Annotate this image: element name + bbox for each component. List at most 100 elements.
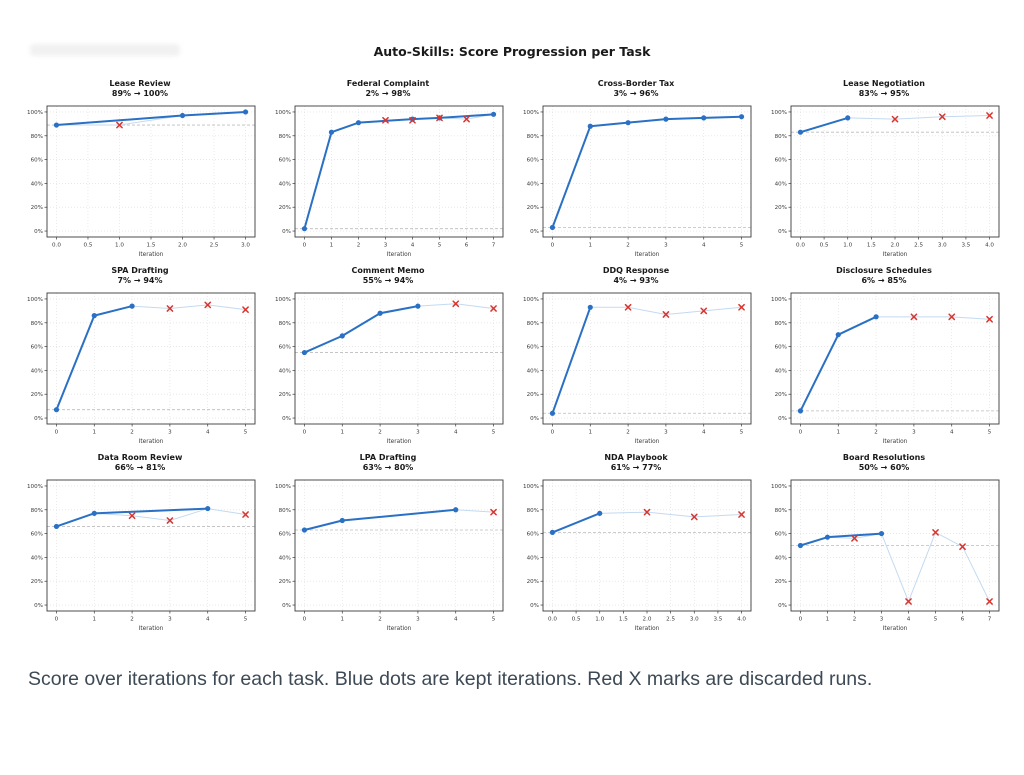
y-tick-label: 80%: [279, 134, 291, 140]
axes-frame: [790, 479, 1000, 612]
x-tick-label: 0: [303, 617, 307, 623]
discarded-x-mark: [851, 535, 858, 542]
subplot-title: NDA Playbook: [604, 453, 668, 462]
subplot-score-range: 50% → 60%: [858, 463, 910, 472]
kept-point: [301, 527, 308, 533]
subplot-title: Lease Review: [109, 79, 171, 88]
subplot-title: SPA Drafting: [111, 266, 169, 275]
subplot-score-range: 7% → 94%: [117, 276, 163, 285]
x-axis-label: Iteration: [883, 626, 908, 632]
discarded-x-mark: [382, 116, 389, 124]
y-tick-label: 60%: [279, 158, 291, 164]
axes-frame: [542, 292, 752, 425]
y-tick-label: 60%: [775, 532, 787, 538]
discarded-x-mark: [738, 303, 745, 311]
y-tick-label: 20%: [279, 579, 291, 585]
x-tick-label: 0: [799, 430, 803, 436]
kept-point: [453, 507, 459, 513]
x-tick-label: 3: [880, 617, 884, 623]
x-tick-label: 2: [378, 617, 382, 623]
discarded-x-mark: [986, 598, 993, 605]
y-tick-label: 40%: [31, 555, 43, 561]
x-axis-label: Iteration: [387, 439, 412, 445]
x-axis-label: Iteration: [139, 252, 164, 258]
kept-point: [339, 333, 345, 339]
discarded-x-mark: [986, 315, 993, 323]
x-tick-label: 2.0: [178, 243, 187, 249]
y-tick-label: 60%: [31, 345, 43, 351]
y-tick-label: 0%: [282, 416, 291, 422]
kept-point: [53, 407, 60, 413]
x-tick-label: 2: [853, 617, 857, 623]
figure-title: Auto-Skills: Score Progression per Task: [373, 44, 651, 59]
y-tick-label: 20%: [775, 392, 787, 398]
discarded-x-mark: [932, 529, 939, 536]
kept-point: [205, 505, 211, 512]
discarded-x-mark: [938, 113, 946, 121]
y-tick-label: 40%: [279, 181, 291, 187]
y-tick-label: 0%: [34, 603, 43, 609]
y-tick-label: 60%: [527, 345, 539, 351]
kept-point: [597, 510, 603, 516]
x-tick-label: 1: [330, 243, 334, 249]
axes-frame: [294, 292, 504, 425]
x-tick-label: 0.5: [572, 617, 581, 623]
x-tick-label: 2: [130, 617, 134, 623]
discarded-x-mark: [490, 508, 497, 516]
subplot-title: Data Room Review: [97, 453, 183, 462]
x-tick-label: 1.0: [115, 243, 124, 249]
x-tick-label: 2.5: [914, 243, 923, 249]
x-tick-label: 3: [912, 430, 916, 436]
discarded-x-mark: [700, 307, 708, 315]
subplot-title: Federal Complaint: [346, 79, 430, 88]
y-tick-label: 40%: [31, 368, 43, 374]
run-line: [551, 116, 742, 228]
x-tick-label: 2: [130, 430, 134, 436]
y-tick-label: 0%: [34, 229, 43, 235]
run-line: [800, 316, 990, 412]
x-tick-label: 2: [626, 430, 630, 436]
subplot-title: Disclosure Schedules: [836, 266, 932, 275]
kept-point: [91, 510, 97, 516]
subplot-nda-playbook: NDA Playbook 61% → 77% 0% 20% 40% 60% 80% 100% 0…: [517, 453, 755, 635]
subplot-canvas: 0% 20% 40% 60% 80% 100% 0 1 2 3 4 5 Iteration: [523, 105, 752, 258]
x-tick-label: 1: [92, 617, 96, 623]
y-tick-label: 80%: [527, 134, 539, 140]
subplot-score-range: 83% → 95%: [858, 89, 910, 98]
axes-frame: [294, 479, 504, 612]
x-tick-label: 2.0: [643, 617, 652, 623]
x-tick-label: 3.0: [938, 243, 947, 249]
x-tick-label: 4: [702, 430, 706, 436]
subplot-comment-memo: Comment Memo 55% → 94% 0% 20% 40% 60% 80% 100% 0…: [269, 266, 507, 448]
x-tick-label: 7: [492, 243, 496, 249]
y-tick-label: 40%: [775, 368, 787, 374]
subplot-canvas: 0% 20% 40% 60% 80% 100% 0 1 2 3 4 5 Iteration: [27, 479, 256, 632]
x-tick-label: 0: [55, 617, 59, 623]
discarded-x-mark: [690, 513, 698, 521]
y-tick-label: 0%: [282, 229, 291, 235]
x-axis-label: Iteration: [635, 252, 660, 258]
run-line: [55, 304, 246, 410]
subplot-data-room-review: Data Room Review 66% → 81% 0% 20% 40% 60% 80% 1…: [21, 453, 259, 635]
x-tick-label: 3.5: [961, 243, 970, 249]
subplot-title: Lease Negotiation: [843, 79, 925, 88]
kept-point: [328, 129, 335, 135]
x-tick-label: 1: [826, 617, 830, 623]
y-tick-label: 20%: [527, 205, 539, 211]
kept-point: [701, 115, 707, 121]
subplot-title: DDQ Response: [602, 266, 670, 275]
kept-point: [377, 310, 383, 316]
x-tick-label: 3.0: [241, 243, 250, 249]
x-tick-label: 3.0: [690, 617, 699, 623]
kept-line: [551, 512, 601, 534]
x-axis-label: Iteration: [635, 626, 660, 632]
kept-point: [845, 115, 851, 121]
x-tick-label: 1.5: [619, 617, 628, 623]
y-tick-label: 0%: [530, 603, 539, 609]
kept-point: [625, 120, 631, 126]
kept-point: [549, 529, 556, 535]
x-tick-label: 0: [303, 430, 307, 436]
y-tick-label: 60%: [279, 345, 291, 351]
x-tick-label: 3: [664, 243, 668, 249]
x-tick-label: 4: [206, 617, 210, 623]
